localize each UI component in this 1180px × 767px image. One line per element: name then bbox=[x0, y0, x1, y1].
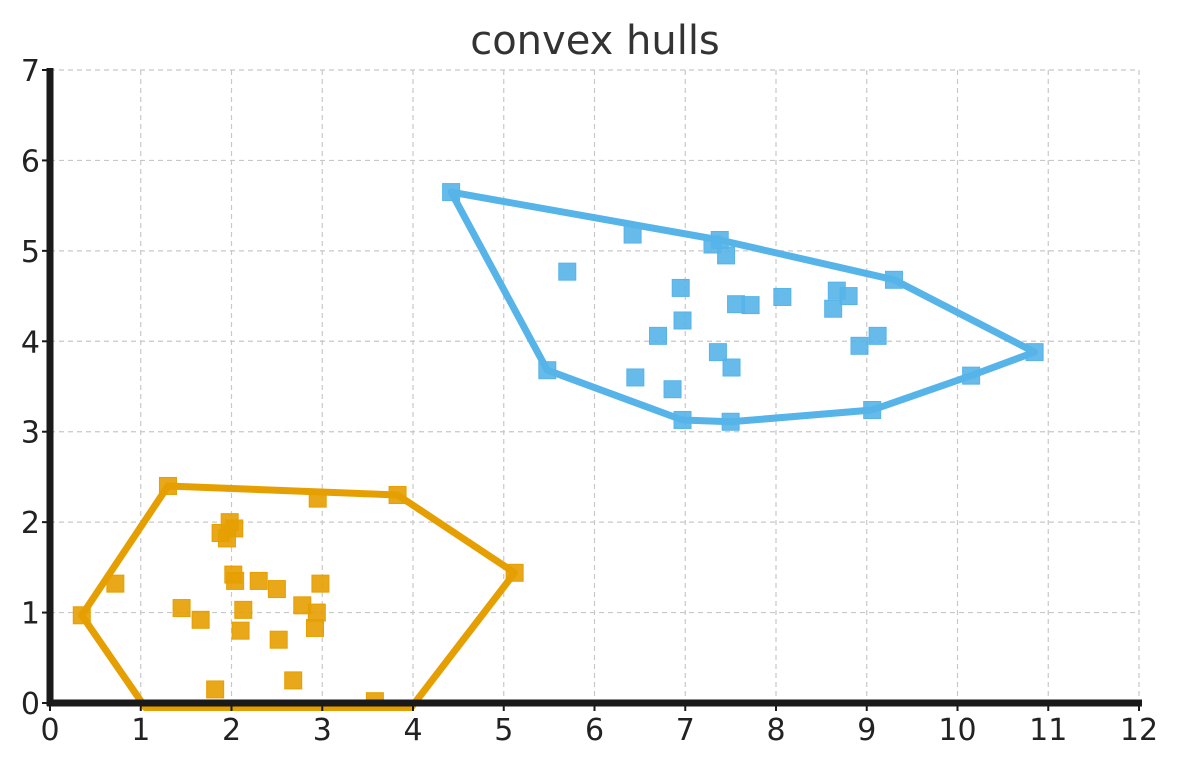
data-point bbox=[249, 571, 268, 590]
data-point bbox=[284, 671, 303, 690]
data-point bbox=[1025, 343, 1044, 362]
y-tick-label: 4 bbox=[21, 325, 40, 360]
data-point bbox=[226, 571, 245, 590]
x-tick-label: 11 bbox=[1029, 713, 1067, 748]
data-point bbox=[305, 618, 324, 637]
data-point bbox=[308, 489, 327, 508]
data-point bbox=[710, 231, 729, 250]
data-point bbox=[623, 225, 642, 244]
data-point bbox=[72, 606, 91, 625]
data-point bbox=[773, 287, 792, 306]
x-tick-label: 6 bbox=[585, 713, 604, 748]
y-tick-label: 3 bbox=[21, 416, 40, 451]
y-tick-label: 7 bbox=[21, 54, 40, 89]
y-tick-label: 2 bbox=[21, 506, 40, 541]
hull-line-1 bbox=[447, 188, 1039, 426]
data-point bbox=[863, 401, 882, 420]
data-point bbox=[538, 361, 557, 380]
x-tick-label: 0 bbox=[40, 713, 59, 748]
x-tick-label: 7 bbox=[676, 713, 695, 748]
data-point bbox=[206, 680, 225, 699]
x-tick-label: 2 bbox=[222, 713, 241, 748]
data-point bbox=[158, 476, 177, 495]
x-tick-label: 10 bbox=[938, 713, 976, 748]
data-point bbox=[225, 519, 244, 538]
chart-title: convex hulls bbox=[470, 18, 720, 64]
data-point bbox=[962, 366, 981, 385]
x-tick-label: 8 bbox=[766, 713, 785, 748]
data-point bbox=[721, 412, 740, 431]
data-point bbox=[307, 603, 326, 622]
data-point bbox=[708, 343, 727, 362]
data-point bbox=[649, 326, 668, 345]
hulls bbox=[78, 188, 1039, 711]
data-point bbox=[722, 358, 741, 377]
data-point bbox=[868, 326, 887, 345]
data-point bbox=[824, 299, 843, 318]
data-point bbox=[269, 630, 288, 649]
data-point bbox=[850, 336, 869, 355]
data-point bbox=[234, 600, 253, 619]
data-point bbox=[505, 563, 524, 582]
data-point bbox=[311, 574, 330, 593]
data-point bbox=[717, 246, 736, 265]
x-tick-label: 1 bbox=[131, 713, 150, 748]
y-tick-label: 0 bbox=[21, 687, 40, 722]
data-point bbox=[884, 270, 903, 289]
data-point bbox=[106, 574, 125, 593]
x-tick-label: 5 bbox=[494, 713, 513, 748]
y-tick-labels: 0 1 2 3 4 5 6 7 bbox=[21, 54, 50, 722]
data-point bbox=[191, 610, 210, 629]
data-point bbox=[558, 262, 577, 281]
data-point bbox=[671, 278, 690, 297]
points bbox=[72, 183, 1044, 711]
data-point bbox=[626, 368, 645, 387]
data-point bbox=[172, 599, 191, 618]
y-tick-label: 6 bbox=[21, 144, 40, 179]
y-tick-label: 5 bbox=[21, 235, 40, 270]
data-point bbox=[663, 380, 682, 399]
x-tick-labels: 0 1 2 3 4 5 6 7 8 9 10 11 12 bbox=[40, 703, 1158, 748]
data-point bbox=[388, 486, 407, 505]
data-point bbox=[839, 287, 858, 306]
x-tick-label: 9 bbox=[857, 713, 876, 748]
data-point bbox=[673, 410, 692, 429]
x-tick-label: 12 bbox=[1120, 713, 1158, 748]
data-point bbox=[741, 296, 760, 315]
data-point bbox=[267, 580, 286, 599]
data-point bbox=[673, 311, 692, 330]
y-tick-label: 1 bbox=[21, 597, 40, 632]
x-tick-label: 4 bbox=[403, 713, 422, 748]
data-point bbox=[442, 183, 461, 202]
x-tick-label: 3 bbox=[313, 713, 332, 748]
data-point bbox=[231, 621, 250, 640]
